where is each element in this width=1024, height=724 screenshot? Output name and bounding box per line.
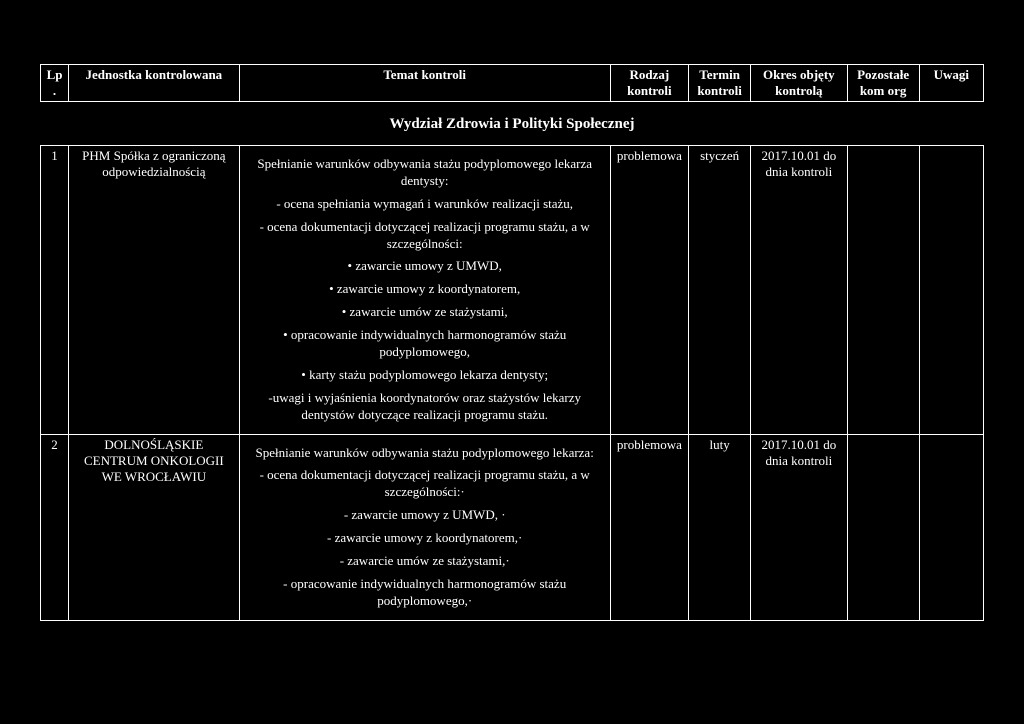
topic-line: -uwagi i wyjaśnienia koordynatorów oraz … [250,390,600,424]
cell-notes [919,146,983,435]
topic-line: • karty stażu podyplomowego lekarza dent… [250,367,600,384]
cell-term: luty [689,434,751,620]
cell-period: 2017.10.01 do dnia kontroli [751,434,847,620]
header-table: Lp. Jednostka kontrolowana Temat kontrol… [40,64,984,102]
cell-notes [919,434,983,620]
table-row: 1PHM Spółka z ograniczoną odpowiedzialno… [41,146,984,435]
col-period: Okres objęty kontrolą [751,65,847,102]
cell-unit: DOLNOŚLĄSKIE CENTRUM ONKOLOGII WE WROCŁA… [69,434,240,620]
col-term: Termin kontroli [689,65,751,102]
topic-line: • zawarcie umowy z UMWD, [250,258,600,275]
cell-lp: 2 [41,434,69,620]
data-table: 1PHM Spółka z ograniczoną odpowiedzialno… [40,145,984,621]
topic-line: - ocena dokumentacji dotyczącej realizac… [250,219,600,253]
cell-term: styczeń [689,146,751,435]
cell-unit: PHM Spółka z ograniczoną odpowiedzialnoś… [69,146,240,435]
col-notes: Uwagi [919,65,983,102]
topic-line: - zawarcie umowy z UMWD, · [250,507,600,524]
col-type: Rodzaj kontroli [610,65,688,102]
cell-type: problemowa [610,434,688,620]
cell-period: 2017.10.01 do dnia kontroli [751,146,847,435]
topic-line: - ocena spełniania wymagań i warunków re… [250,196,600,213]
topic-line: - opracowanie indywidualnych harmonogram… [250,576,600,610]
cell-type: problemowa [610,146,688,435]
col-lp: Lp. [41,65,69,102]
section-title: Wydział Zdrowia i Polityki Społecznej [40,116,984,133]
cell-other [847,434,919,620]
topic-line: Spełnianie warunków odbywania stażu pody… [250,445,600,462]
cell-other [847,146,919,435]
cell-topic: Spełnianie warunków odbywania stażu pody… [239,434,610,620]
topic-line: • opracowanie indywidualnych harmonogram… [250,327,600,361]
topic-line: - zawarcie umów ze stażystami,· [250,553,600,570]
col-unit: Jednostka kontrolowana [69,65,240,102]
cell-topic: Spełnianie warunków odbywania stażu pody… [239,146,610,435]
topic-line: - zawarcie umowy z koordynatorem,· [250,530,600,547]
topic-line: Spełnianie warunków odbywania stażu pody… [250,156,600,190]
topic-line: • zawarcie umowy z koordynatorem, [250,281,600,298]
topic-line: - ocena dokumentacji dotyczącej realizac… [250,467,600,501]
cell-lp: 1 [41,146,69,435]
table-row: 2DOLNOŚLĄSKIE CENTRUM ONKOLOGII WE WROCŁ… [41,434,984,620]
header-row: Lp. Jednostka kontrolowana Temat kontrol… [41,65,984,102]
col-other: Pozostałe kom org [847,65,919,102]
topic-line: • zawarcie umów ze stażystami, [250,304,600,321]
col-topic: Temat kontroli [239,65,610,102]
